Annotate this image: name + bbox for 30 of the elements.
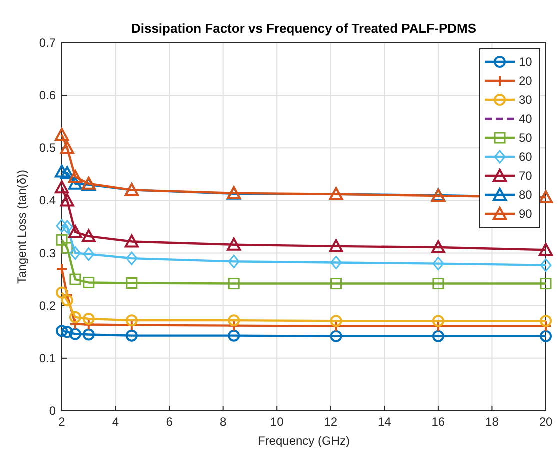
y-tick-label: 0.5: [39, 141, 56, 156]
y-tick-label: 0: [49, 404, 56, 418]
y-tick-label: 0.7: [39, 36, 56, 50]
y-axis-title: Tangent Loss (tan(δ)): [15, 170, 29, 284]
legend-label: 10: [519, 55, 533, 69]
legend-label: 80: [519, 188, 533, 202]
legend-label: 40: [519, 112, 533, 126]
legend-label: 30: [519, 93, 533, 107]
y-tick-label: 0.4: [39, 194, 56, 208]
x-tick-label: 20: [539, 415, 553, 429]
legend-label: 20: [519, 74, 533, 88]
x-tick-label: 14: [378, 415, 392, 429]
y-tick-label: 0.3: [39, 246, 56, 260]
legend-label: 60: [519, 150, 533, 164]
y-tick-label: 0.6: [39, 88, 56, 103]
x-tick-label: 8: [220, 415, 227, 429]
chart-title: Dissipation Factor vs Frequency of Treated PALF-PDMS: [131, 21, 477, 36]
x-tick-label: 6: [166, 415, 174, 429]
y-tick-label: 0.1: [39, 351, 56, 366]
legend-label: 90: [519, 207, 533, 221]
x-tick-label: 4: [112, 415, 120, 429]
x-tick-label: 18: [486, 415, 500, 429]
y-tick-label: 0.2: [39, 298, 56, 313]
x-tick-label: 12: [324, 415, 338, 429]
x-tick-label: 16: [432, 415, 446, 429]
x-axis-title: Frequency (GHz): [258, 434, 350, 448]
x-tick-label: 10: [270, 415, 284, 429]
legend-label: 70: [519, 169, 533, 183]
x-tick-label: 2: [58, 415, 66, 429]
legend-label: 50: [519, 131, 533, 145]
